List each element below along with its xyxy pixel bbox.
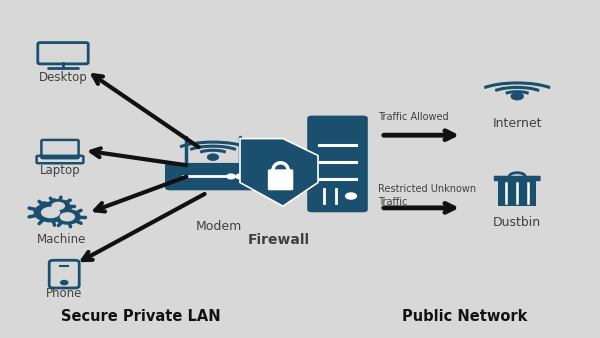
Circle shape (52, 202, 64, 209)
Circle shape (245, 174, 253, 179)
Text: Phone: Phone (46, 287, 82, 300)
Text: Traffic Allowed: Traffic Allowed (378, 112, 449, 122)
Circle shape (47, 199, 70, 212)
Circle shape (41, 208, 59, 218)
Circle shape (227, 174, 235, 179)
Text: Modem: Modem (196, 220, 242, 233)
Circle shape (511, 93, 523, 100)
Text: Public Network: Public Network (403, 310, 527, 324)
Polygon shape (240, 139, 318, 206)
FancyBboxPatch shape (494, 176, 541, 181)
Text: Firewall: Firewall (248, 233, 310, 247)
Circle shape (61, 281, 68, 285)
Circle shape (236, 174, 244, 179)
Text: Desktop: Desktop (38, 71, 88, 84)
Text: Internet: Internet (493, 117, 542, 129)
Circle shape (61, 213, 74, 221)
Text: Restricted Unknown
Traffic: Restricted Unknown Traffic (378, 184, 476, 207)
FancyBboxPatch shape (498, 181, 536, 206)
Circle shape (55, 210, 80, 224)
Circle shape (346, 193, 356, 199)
Text: Secure Private LAN: Secure Private LAN (61, 310, 221, 324)
FancyBboxPatch shape (307, 116, 368, 212)
FancyBboxPatch shape (165, 163, 261, 190)
FancyBboxPatch shape (268, 169, 293, 190)
Text: Laptop: Laptop (40, 164, 80, 177)
Circle shape (34, 203, 67, 222)
Text: Dustbin: Dustbin (493, 216, 541, 229)
Circle shape (208, 154, 218, 160)
Text: Machine: Machine (37, 233, 86, 246)
